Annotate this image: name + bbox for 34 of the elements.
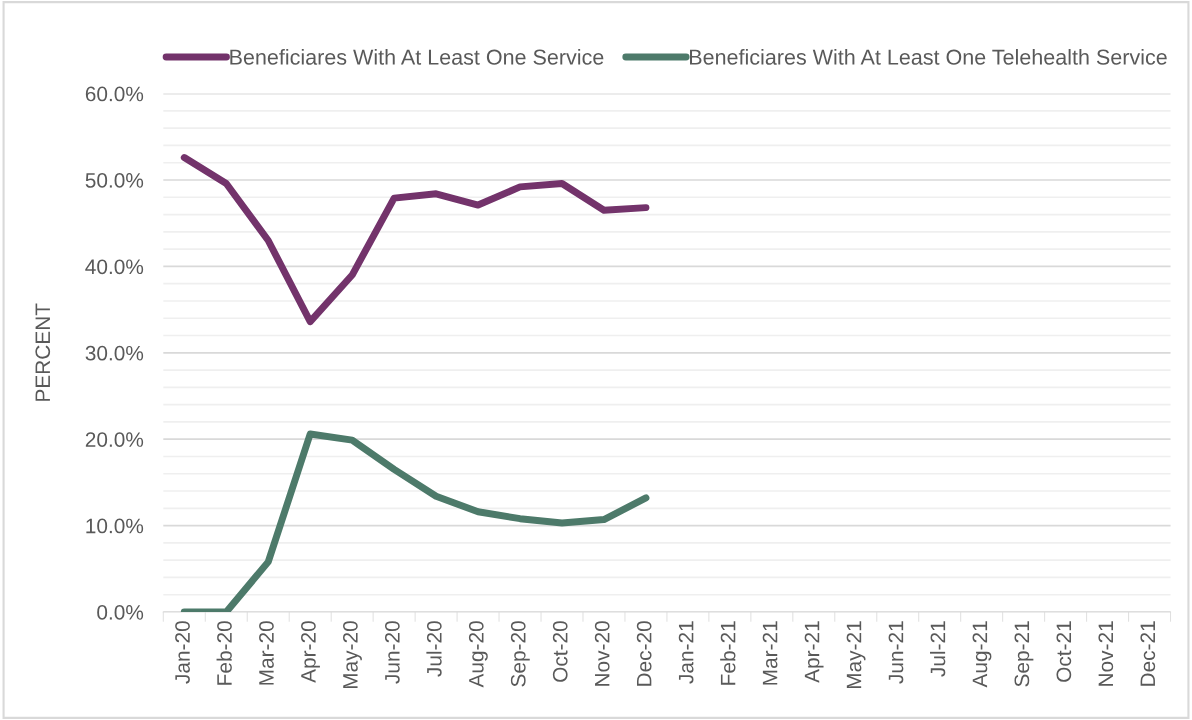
- y-tick-label: 0.0%: [97, 605, 144, 620]
- x-tick-label: Nov-21: [1098, 621, 1114, 686]
- y-tick-label: 60.0%: [85, 86, 144, 102]
- x-tick-label: Apr-21: [804, 621, 824, 683]
- x-tick-label: Jul-21: [930, 621, 946, 677]
- x-tick-label: Dec-20: [636, 621, 652, 686]
- x-tick-label: Jul-20: [426, 621, 442, 677]
- x-tick-label: Jun-20: [384, 621, 400, 684]
- x-tick-label: Feb-20: [216, 621, 232, 685]
- x-tick-label: Oct-20: [552, 621, 568, 682]
- x-tick-label: Nov-20: [594, 621, 610, 686]
- y-tick-label: 40.0%: [85, 259, 144, 275]
- legend-label: Beneficiares With At Least One Telehealth Service: [690, 48, 1167, 65]
- x-tick-label: Dec-21: [1140, 621, 1156, 686]
- x-tick-label: May-20: [343, 621, 362, 689]
- x-tick-label: Aug-21: [972, 621, 992, 688]
- x-tick-label: Aug-20: [468, 621, 488, 688]
- x-tick-label: Mar-20: [259, 621, 274, 685]
- x-tick-label: Jan-20: [175, 621, 190, 684]
- y-tick-label: 20.0%: [85, 432, 144, 447]
- x-tick-label: Sep-20: [510, 621, 530, 687]
- x-tick-label: Jun-21: [888, 621, 904, 684]
- x-tick-label: Mar-21: [762, 621, 778, 685]
- x-tick-label: May-21: [846, 621, 866, 689]
- y-tick-label: 50.0%: [85, 173, 144, 188]
- x-tick-label: Oct-21: [1056, 621, 1072, 682]
- x-tick-label: Jan-21: [678, 621, 694, 684]
- x-tick-label: Sep-21: [1014, 621, 1034, 687]
- y-axis-title: PERCENT: [35, 303, 51, 401]
- y-tick-label: 30.0%: [85, 345, 144, 361]
- x-tick-label: Apr-20: [301, 621, 320, 683]
- legend-label: Beneficiares With At Least One Service: [230, 48, 604, 65]
- y-tick-label: 10.0%: [86, 518, 144, 534]
- x-tick-label: Feb-21: [720, 621, 736, 685]
